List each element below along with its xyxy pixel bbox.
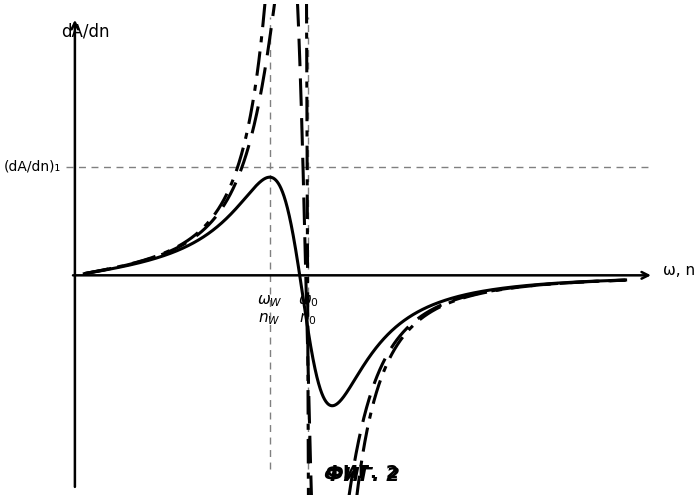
Text: $n_W$: $n_W$ <box>259 311 281 327</box>
Text: ω, n: ω, n <box>663 262 696 277</box>
Text: dA/dn: dA/dn <box>61 22 109 40</box>
Text: ФИГ. 2: ФИГ. 2 <box>324 466 400 485</box>
Text: $n_0$: $n_0$ <box>299 311 317 327</box>
Text: $\bfФИГ.\ 2$: $\bfФИГ.\ 2$ <box>325 464 398 482</box>
Text: $\omega_0$: $\omega_0$ <box>298 293 319 309</box>
Text: (dA/dn)₁: (dA/dn)₁ <box>3 160 61 174</box>
Text: $\omega_W$: $\omega_W$ <box>257 293 282 309</box>
